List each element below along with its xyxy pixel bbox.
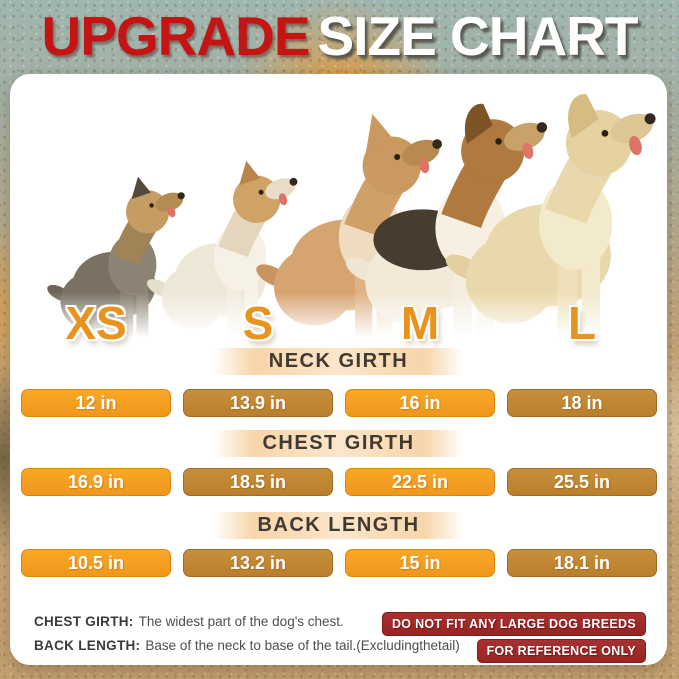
section-header-neck-girth: NECK GIRTH <box>213 348 464 375</box>
chest-girth-cell-s: 18.5 in <box>183 468 333 496</box>
measurement-notes: CHEST GIRTH: The widest part of the dog's… <box>34 614 460 662</box>
size-label-l: L <box>567 297 597 349</box>
section-header-chest-girth: CHEST GIRTH <box>213 430 464 457</box>
chest-girth-note: CHEST GIRTH: The widest part of the dog's… <box>34 614 460 629</box>
labrador-retriever-dog-icon <box>445 94 656 341</box>
chart-panel: XS S M L NECK GIRTH 12 in 13.9 in 16 in … <box>10 74 667 665</box>
chest-girth-cell-m: 22.5 in <box>345 468 495 496</box>
size-labels-row: XS S M L <box>21 300 657 346</box>
back-length-note: BACK LENGTH: Base of the neck to base of … <box>34 638 460 653</box>
chest-girth-cell-l: 25.5 in <box>507 468 657 496</box>
size-label-m: M <box>400 297 440 349</box>
neck-girth-row: 12 in 13.9 in 16 in 18 in <box>21 389 657 417</box>
no-large-breeds-badge: DO NOT FIT ANY LARGE DOG BREEDS <box>381 612 646 636</box>
chest-girth-cell-xs: 16.9 in <box>21 468 171 496</box>
section-header-back-length: BACK LENGTH <box>213 512 464 539</box>
size-label-xs: XS <box>65 297 127 349</box>
title-highlight: UPGRADE <box>41 5 310 67</box>
reference-only-badge: FOR REFERENCE ONLY <box>476 639 646 663</box>
chest-girth-row: 16.9 in 18.5 in 22.5 in 25.5 in <box>21 468 657 496</box>
neck-girth-cell-l: 18 in <box>507 389 657 417</box>
chest-girth-note-text: The widest part of the dog's chest. <box>138 614 344 629</box>
page-title: UPGRADE SIZE CHART <box>0 6 679 66</box>
back-length-row: 10.5 in 13.2 in 15 in 18.1 in <box>21 549 657 577</box>
neck-girth-cell-m: 16 in <box>345 389 495 417</box>
back-length-note-text: Base of the neck to base of the tail.(Ex… <box>145 638 460 653</box>
title-rest: SIZE CHART <box>317 5 639 67</box>
back-length-cell-l: 18.1 in <box>507 549 657 577</box>
warning-badges: DO NOT FIT ANY LARGE DOG BREEDS FOR REFE… <box>381 612 646 666</box>
back-length-cell-m: 15 in <box>345 549 495 577</box>
back-length-cell-s: 13.2 in <box>183 549 333 577</box>
dog-feet-fade-overlay <box>14 292 663 350</box>
chest-girth-note-label: CHEST GIRTH: <box>34 614 134 629</box>
size-label-s: S <box>242 297 274 349</box>
back-length-cell-xs: 10.5 in <box>21 549 171 577</box>
neck-girth-cell-s: 13.9 in <box>183 389 333 417</box>
neck-girth-cell-xs: 12 in <box>21 389 171 417</box>
back-length-note-label: BACK LENGTH: <box>34 638 141 653</box>
